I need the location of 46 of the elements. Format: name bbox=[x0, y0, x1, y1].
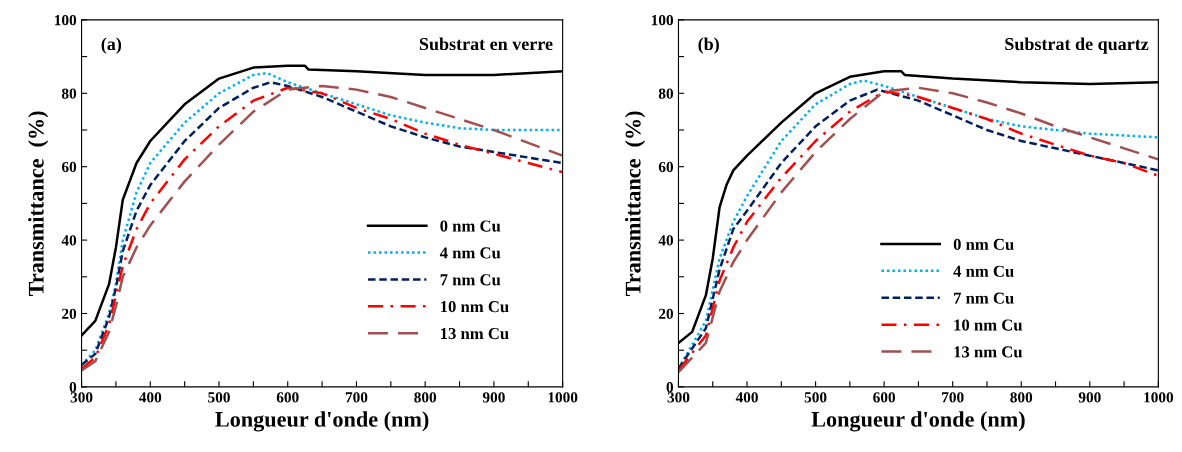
y-tick-label: 60 bbox=[658, 161, 674, 173]
x-tick-label: 900 bbox=[1078, 392, 1101, 403]
x-tick-label: 700 bbox=[345, 392, 368, 403]
y-tick-label: 60 bbox=[61, 161, 77, 173]
x-tick-label: 700 bbox=[942, 392, 964, 403]
x-tick-label: 900 bbox=[482, 392, 505, 403]
x-tick-label: 400 bbox=[139, 392, 162, 403]
y-tick-label: 80 bbox=[658, 88, 674, 99]
legend-label: 0 nm Cu bbox=[440, 220, 501, 232]
legend-label: 0 nm Cu bbox=[953, 238, 1014, 251]
y-axis-title: Transmittance (%) bbox=[28, 111, 49, 297]
y-axis-title: Transmittance (%) bbox=[624, 111, 646, 297]
legend-label: 7 nm Cu bbox=[954, 292, 1014, 304]
x-tick-label: 600 bbox=[276, 392, 299, 403]
y-tick-label: 80 bbox=[61, 88, 77, 99]
y-tick-label: 40 bbox=[61, 235, 77, 246]
x-tick-label: 1000 bbox=[548, 392, 578, 403]
y-tick-label: 100 bbox=[55, 15, 77, 26]
x-tick-label: 800 bbox=[414, 392, 437, 403]
annotation: (a) bbox=[101, 37, 122, 54]
legend-label: 10 nm Cu bbox=[954, 319, 1023, 331]
x-tick-label: 1000 bbox=[1144, 392, 1174, 403]
x-tick-label: 300 bbox=[667, 392, 690, 403]
legend-label: 10 nm Cu bbox=[441, 301, 509, 313]
y-tick-label: 100 bbox=[651, 15, 674, 26]
x-tick-label: 300 bbox=[70, 392, 93, 403]
x-tick-label: 600 bbox=[873, 392, 896, 403]
y-tick-label: 40 bbox=[658, 235, 674, 246]
x-tick-label: 400 bbox=[735, 392, 758, 403]
x-axis-title: Longueur d'onde (nm) bbox=[215, 411, 429, 432]
y-tick-label: 20 bbox=[62, 308, 77, 319]
annotation: Substrat en verre bbox=[419, 37, 553, 51]
x-tick-label: 800 bbox=[1010, 392, 1033, 403]
legend-label: 4 nm Cu bbox=[953, 265, 1014, 277]
annotation: (b) bbox=[698, 37, 719, 54]
legend-label: 13 nm Cu bbox=[954, 346, 1023, 358]
x-axis-title: Longueur d'onde (nm) bbox=[811, 411, 1025, 432]
x-tick-label: 500 bbox=[208, 392, 230, 403]
x-tick-label: 500 bbox=[804, 392, 827, 403]
legend-label: 4 nm Cu bbox=[439, 247, 501, 259]
y-tick-label: 0 bbox=[69, 382, 77, 393]
y-tick-label: 0 bbox=[666, 382, 674, 393]
legend-label: 13 nm Cu bbox=[441, 327, 509, 340]
legend-label: 7 nm Cu bbox=[440, 274, 501, 286]
annotation: Substrat de quartz bbox=[1005, 37, 1149, 54]
y-tick-label: 20 bbox=[658, 308, 674, 319]
